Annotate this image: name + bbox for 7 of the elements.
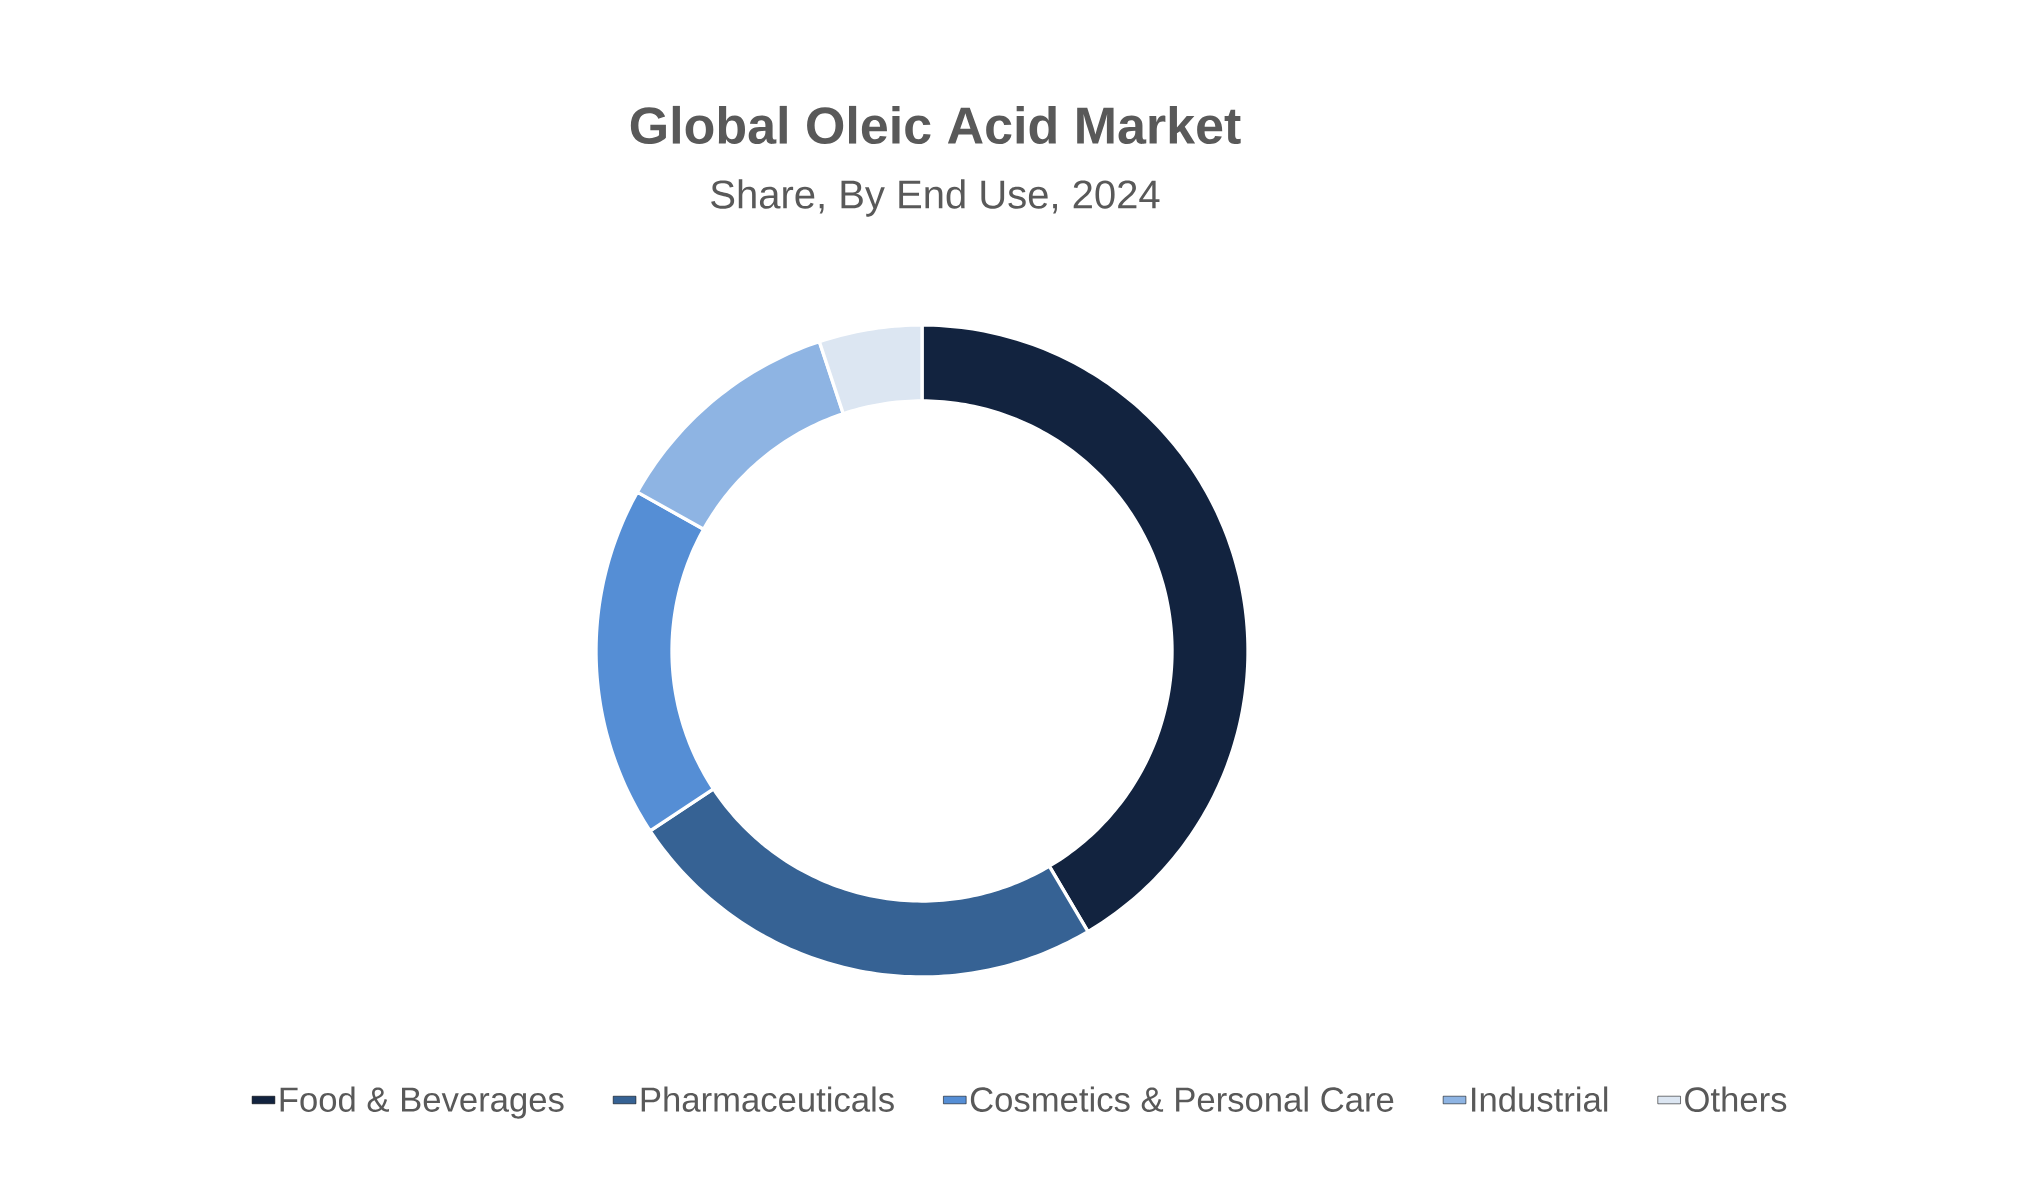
legend-label: Industrial [1472, 1086, 1608, 1112]
legend-label: Pharmaceuticals [641, 1086, 894, 1112]
legend-label: Food & Beverages [280, 1086, 564, 1119]
chart-title: Global Oleic Acid Market [630, 105, 1241, 145]
legend-label: Cosmetics & Personal Care [970, 1086, 1394, 1112]
chart-subtitle: Share, By End Use, 2024 [711, 179, 1160, 217]
legend-label: Others [1685, 1086, 1787, 1112]
